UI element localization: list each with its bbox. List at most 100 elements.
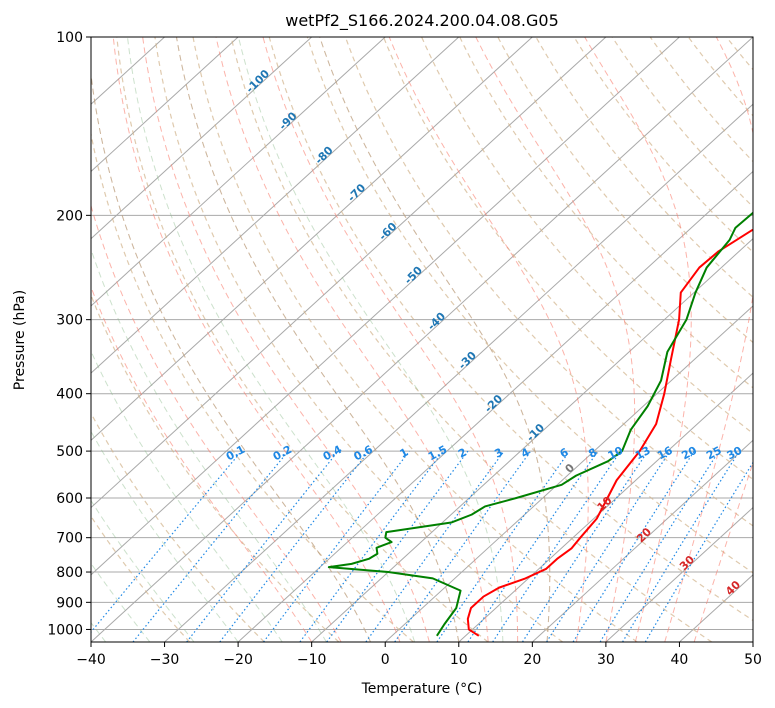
isotherm-line xyxy=(91,37,753,642)
mixing-ratio-label: 10 xyxy=(606,444,626,463)
x-tick-label: 50 xyxy=(744,652,762,668)
moist-adiabat-line xyxy=(175,37,460,642)
moist-adiabat-line xyxy=(693,461,753,642)
temperature-profile-line xyxy=(466,228,753,637)
mixing-ratio-line xyxy=(572,450,695,642)
dry-adiabat-line xyxy=(154,37,563,642)
x-tick-label: −40 xyxy=(76,652,106,668)
dry-adiabat-line xyxy=(116,37,489,642)
y-tick-label: 900 xyxy=(56,595,83,611)
moist-adiabat-line xyxy=(664,37,753,642)
saturated-adiabat-line xyxy=(91,499,195,642)
moist-adiabat-line xyxy=(584,37,692,642)
moist-adiabat-line xyxy=(262,37,519,642)
isotherm-line xyxy=(605,506,753,642)
mixing-ratio-label: 16 xyxy=(655,444,675,463)
isotherm-line xyxy=(458,372,753,642)
isotherm-line xyxy=(91,37,386,307)
dewpoint-profile-line xyxy=(327,211,753,637)
dry-adiabat-line xyxy=(192,37,638,642)
isotherm-line xyxy=(91,37,533,442)
mixing-ratio-line xyxy=(132,450,289,642)
dry-adiabat-line xyxy=(573,37,753,253)
y-tick-label: 1000 xyxy=(47,622,83,638)
mixing-ratio-label: 25 xyxy=(704,444,724,463)
moist-adiabat-line xyxy=(91,70,371,642)
x-tick-label: −30 xyxy=(150,652,180,668)
saturated-adiabat-line xyxy=(237,37,504,642)
dry-adiabat-line xyxy=(535,37,753,299)
saturated-adiabat-line xyxy=(91,562,151,642)
saturated-adiabat-line xyxy=(175,37,460,642)
mixing-ratio-line xyxy=(622,450,740,642)
isotherm-line xyxy=(311,237,753,642)
dry-adiabat-line xyxy=(611,37,753,208)
saturated-adiabat-line xyxy=(91,430,239,642)
moist-adiabat-line xyxy=(475,37,636,642)
x-tick-label: −10 xyxy=(297,652,327,668)
mixing-ratio-label: 13 xyxy=(633,444,653,463)
mixing-ratio-line xyxy=(467,450,599,642)
x-axis-title: Temperature (°C) xyxy=(361,681,483,697)
dry-adiabat-line xyxy=(649,37,753,163)
moist-adiabat-line xyxy=(215,37,489,642)
moist-adiabat-line xyxy=(142,37,430,642)
dry-adiabat-line xyxy=(91,131,414,642)
y-tick-label: 100 xyxy=(56,30,83,46)
grid-layer xyxy=(91,37,753,642)
dry-adiabat-line xyxy=(306,37,753,574)
y-axis-title: Pressure (hPa) xyxy=(12,290,28,390)
mixing-ratio-line xyxy=(219,450,370,642)
isotherm-line xyxy=(91,37,680,576)
moist-adiabat-line xyxy=(112,37,401,642)
y-tick-label: 800 xyxy=(56,565,83,581)
mixing-ratio-line xyxy=(599,450,720,642)
mixing-ratio-line xyxy=(365,450,505,642)
y-tick-label: 500 xyxy=(56,444,83,460)
dry-adiabat-line xyxy=(91,411,265,642)
mixing-ratio-label: 30 xyxy=(725,444,745,463)
axes-layer: −40 −30 −20 −10 0 10 20 30 40 50 100 200 300 400 500 60… xyxy=(47,30,762,668)
saturated-adiabat-line xyxy=(91,70,371,642)
dry-adiabat-line xyxy=(230,37,713,642)
isotherm-line xyxy=(91,37,607,509)
x-tick-label: 20 xyxy=(523,652,541,668)
x-tick-label: 40 xyxy=(671,652,689,668)
mixing-ratio-label: 20 xyxy=(679,444,699,463)
mixing-ratio-line xyxy=(263,450,411,642)
mixing-ratio-line xyxy=(186,450,339,642)
x-tick-label: 0 xyxy=(381,652,390,668)
isotherm-line xyxy=(531,439,753,642)
y-tick-label: 400 xyxy=(56,387,83,403)
mixing-ratio-line xyxy=(91,450,242,634)
chart-title: wetPf2_S166.2024.200.04.08.G05 xyxy=(285,11,559,31)
y-tick-label: 700 xyxy=(56,531,83,547)
isotherm-line xyxy=(384,305,753,642)
isotherm-line xyxy=(91,37,460,374)
x-tick-label: 30 xyxy=(597,652,615,668)
x-tick-label: −20 xyxy=(223,652,253,668)
y-tick-label: 300 xyxy=(56,313,83,329)
dry-adiabat-line xyxy=(91,293,340,642)
mixing-ratio-line xyxy=(644,461,753,642)
moist-adiabat-line xyxy=(319,37,551,642)
saturated-adiabat-line xyxy=(126,37,416,642)
dry-adiabat-line xyxy=(91,515,191,642)
plot-frame xyxy=(90,36,754,643)
data-layer xyxy=(327,211,753,637)
dry-adiabat-line xyxy=(382,37,753,481)
y-tick-label: 200 xyxy=(56,208,83,224)
moist-adiabat-line xyxy=(91,285,313,642)
moist-adiabat-line xyxy=(388,37,589,642)
isotherm-line xyxy=(91,37,239,173)
saturated-adiabat-line xyxy=(319,37,551,642)
x-tick-label: 10 xyxy=(450,652,468,668)
y-tick-label: 600 xyxy=(56,491,83,507)
dry-adiabat-line xyxy=(497,37,753,344)
mixing-ratio-line xyxy=(546,450,671,642)
mixing-ratio-line xyxy=(436,450,570,642)
dry-adiabat-line xyxy=(268,37,753,622)
mixing-ratio-line xyxy=(394,450,532,642)
